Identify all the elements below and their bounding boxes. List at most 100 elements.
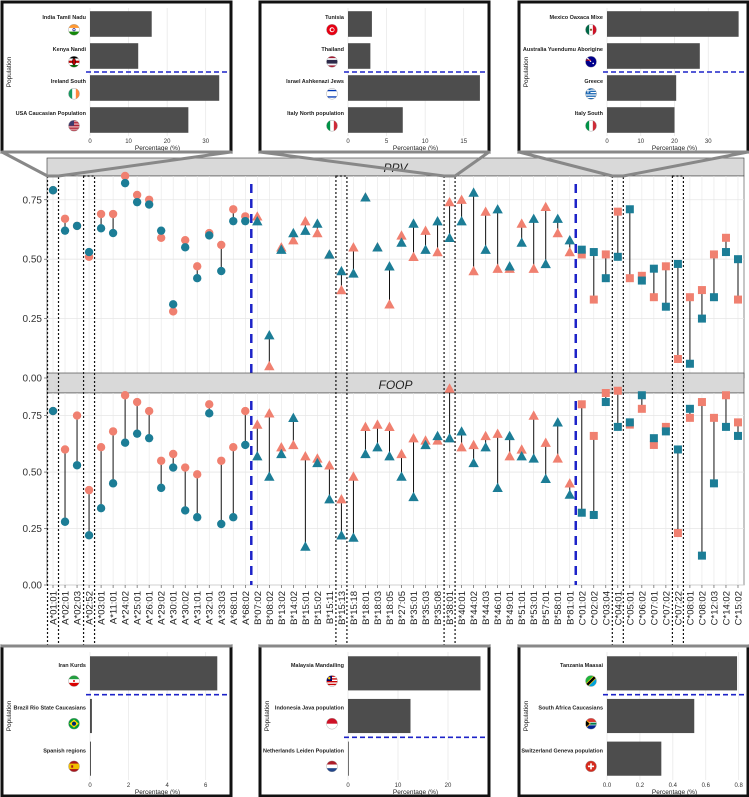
point-teal [84,531,94,540]
point-teal [372,442,383,452]
tick-label-x: B*18:03 [373,591,384,625]
inset-tick-label: 20 [164,139,171,145]
inset-category-label: Malaysia Mandailing [291,663,344,669]
point-orange [360,421,371,432]
inset-bar [607,656,738,691]
flag-outline [326,88,338,100]
point-teal [360,192,371,202]
tick-label-x: C*08:01 [685,591,696,625]
flag-stripe [326,89,338,92]
flag-stripe [75,88,80,100]
flag-canton [68,120,74,126]
point-teal [156,483,166,493]
point-teal [384,451,395,461]
tick-label-x: C*07:01 [649,591,660,625]
flag-outline [326,760,338,773]
point-teal [456,215,467,226]
point-teal [709,293,718,302]
point-orange [300,215,311,226]
flag-stripe [68,27,80,33]
tick-label-y: 0.75 [23,411,43,422]
point-teal [72,221,82,231]
point-teal [733,255,742,264]
point-teal [156,226,166,235]
point-orange [132,190,142,200]
flag-body [326,760,338,772]
point-teal [444,432,455,443]
point-orange [673,529,682,538]
flag-body [326,120,338,132]
flag-stripe [68,88,73,100]
highlight-box [82,175,96,647]
inset-bar [348,107,403,133]
flag-stripe [330,120,335,132]
tick-label-x: B*46:01 [493,591,504,625]
tick-label-y: 0.00 [23,374,43,385]
point-teal [144,433,154,443]
point-teal [217,519,226,529]
flag-outline [585,675,597,687]
tick-label-x: C*14:02 [721,591,732,625]
flag-outline [68,24,80,36]
point-orange [276,442,287,452]
point-teal [336,530,347,540]
flag-outline [585,717,597,730]
inset-category-label: Tunisia [325,15,345,21]
flag-mexico-icon [585,24,597,36]
inset-tick-label: 10 [395,783,402,789]
flag-stripe [585,90,597,93]
point-orange [516,218,527,228]
inset-category-label: Netherlands Leiden Population [263,748,345,754]
tick-label-x: C*02:02 [589,591,600,625]
point-teal [48,186,58,195]
flag-stripe [326,59,338,63]
inset-tick-label: 15 [460,139,467,145]
inset-tick-label: 30 [202,139,209,145]
point-orange [480,430,491,441]
tick-label-x: B*44:02 [469,591,480,625]
point-teal [241,440,250,450]
flag-field [326,88,338,100]
point-teal [336,265,347,276]
flag-stripe [326,96,338,98]
panel-title: FOOP [378,378,412,392]
tick-label-x: C*07:22 [673,591,684,625]
point-teal [564,234,575,245]
point-orange [649,440,658,449]
point-teal [252,215,263,226]
tick-label-x: A*31:01 [193,591,204,625]
inset-category-label: Indonesia Java population [275,706,345,712]
tick-label-x: B*15:13 [337,591,348,625]
point-orange [637,271,646,280]
point-teal [108,228,118,238]
point-orange [193,470,202,479]
inset-bar [607,107,675,133]
point-teal [72,461,82,470]
inset-tick-label: 4 [165,783,169,789]
inset-x-label: Percentage (%) [135,789,180,796]
tick-label-x: B*81:01 [565,591,576,625]
point-teal [685,404,694,413]
point-orange [697,286,706,295]
inset-tick-label: 0.4 [669,783,678,789]
point-orange [205,400,214,409]
flag-stripe [326,681,338,683]
point-teal [613,252,622,261]
flag-outline [68,760,80,773]
inset-y-label: Population [264,700,271,731]
point-teal [492,204,503,214]
inset-bar [607,11,739,37]
point-orange [564,478,575,488]
point-orange [721,233,730,242]
point-orange [528,263,539,273]
point-teal [480,442,491,452]
point-orange [132,397,142,407]
point-teal [396,471,407,481]
flag-stripe [326,65,338,68]
inset-tick-label: 20 [445,783,452,789]
point-teal [468,457,479,468]
point-orange [168,449,178,459]
point-teal [697,314,706,323]
inset-category-label: Brazil Rio State Caucasians [14,706,86,712]
